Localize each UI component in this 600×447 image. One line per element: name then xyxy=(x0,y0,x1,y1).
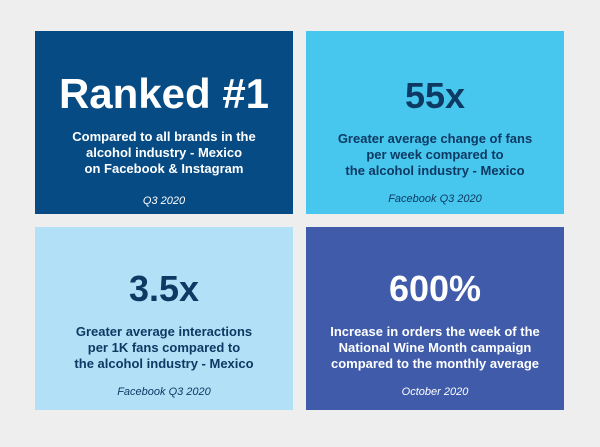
stat-description: Increase in orders the week of the Natio… xyxy=(312,324,558,372)
stat-card-ranked: Ranked #1 Compared to all brands in the … xyxy=(35,31,293,214)
stat-description-line: Compared to all brands in the xyxy=(72,129,256,144)
stat-headline: 600% xyxy=(388,268,482,309)
stat-description-line: the alcohol industry - Mexico xyxy=(345,163,525,178)
stat-description-line: alcohol industry - Mexico xyxy=(85,145,243,160)
stat-headline: 3.5x xyxy=(128,268,200,309)
stat-headline: Ranked #1 xyxy=(58,70,270,117)
stat-description: Greater average change of fans per week … xyxy=(320,131,550,179)
stat-description-line: National Wine Month campaign xyxy=(338,340,532,355)
stat-description-line: compared to the monthly average xyxy=(330,356,540,371)
stat-description: Greater average interactions per 1K fans… xyxy=(56,324,271,372)
stat-source: Facebook Q3 2020 xyxy=(117,386,211,398)
stat-source: Facebook Q3 2020 xyxy=(388,193,482,205)
stat-card-fans-change: 55x Greater average change of fans per w… xyxy=(306,31,564,214)
stat-description: Compared to all brands in the alcohol in… xyxy=(54,129,273,177)
stat-description-line: Increase in orders the week of the xyxy=(330,324,540,339)
stat-description-line: Greater average change of fans xyxy=(337,131,533,146)
stat-card-interactions: 3.5x Greater average interactions per 1K… xyxy=(35,227,293,410)
stat-source: Q3 2020 xyxy=(142,195,186,207)
stat-source: October 2020 xyxy=(401,386,469,398)
stat-description-line: on Facebook & Instagram xyxy=(84,161,244,176)
stat-headline: 55x xyxy=(404,75,466,116)
stat-description-line: per 1K fans compared to xyxy=(87,340,241,355)
stat-card-orders: 600% Increase in orders the week of the … xyxy=(306,227,564,410)
stat-description-line: the alcohol industry - Mexico xyxy=(74,356,254,371)
stat-description-line: per week compared to xyxy=(366,147,504,162)
stat-description-line: Greater average interactions xyxy=(75,324,253,339)
